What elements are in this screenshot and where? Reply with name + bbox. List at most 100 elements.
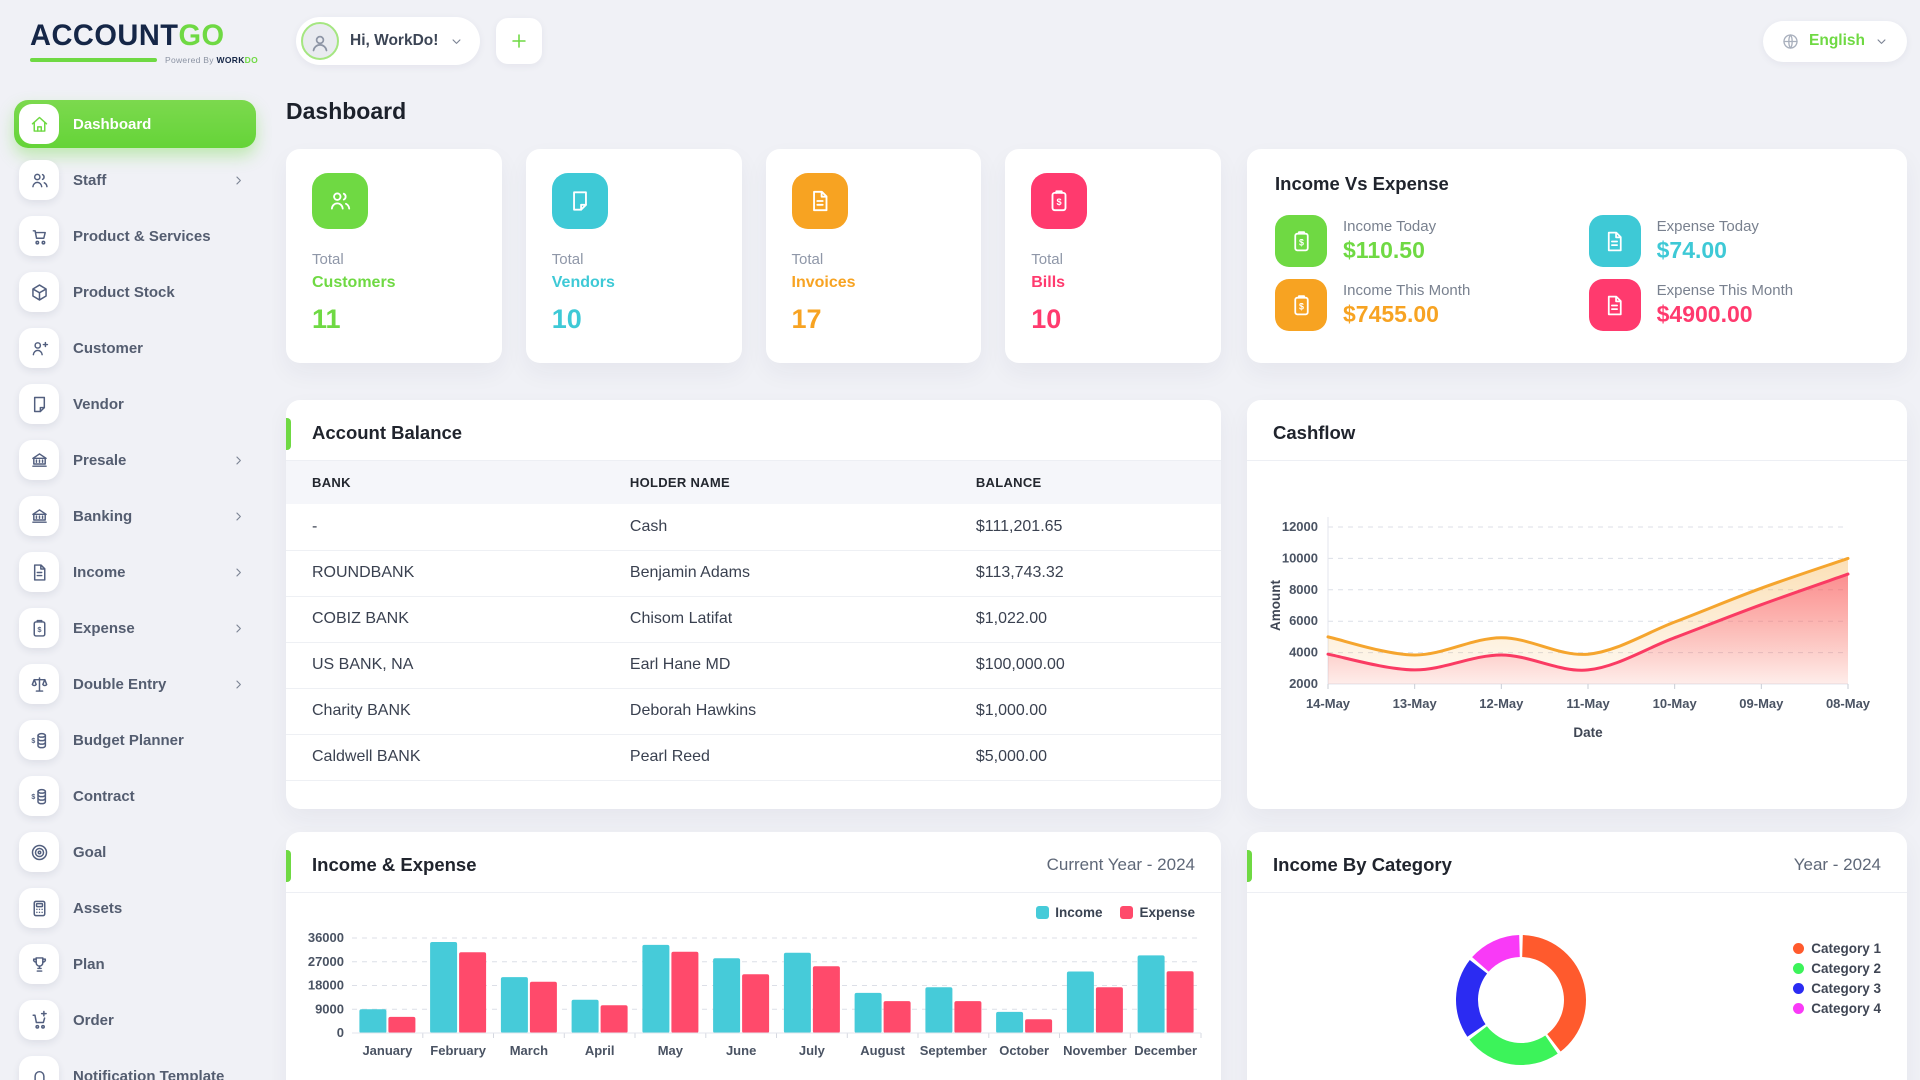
sidebar-item-plan[interactable]: Plan	[14, 940, 256, 988]
stat-card-prefix: Total	[312, 251, 344, 268]
income-by-category-plot	[1456, 935, 1586, 1066]
svg-text:0: 0	[337, 1025, 344, 1040]
chevron-right-icon	[231, 565, 246, 580]
bar-legend: Income Expense	[286, 893, 1221, 920]
page-title: Dashboard	[286, 98, 407, 124]
ive-item-value: $4900.00	[1656, 301, 1753, 327]
svg-text:July: July	[799, 1043, 826, 1058]
trophy-icon	[19, 944, 59, 984]
add-button[interactable]	[496, 18, 543, 64]
stat-card-value: 17	[791, 304, 822, 334]
sidebar-item-customer[interactable]: Customer	[14, 324, 256, 372]
sidebar-item-dashboard[interactable]: Dashboard	[14, 100, 256, 148]
sidebar-item-income[interactable]: Income	[14, 548, 256, 596]
sidebar-item-vendor[interactable]: Vendor	[14, 380, 256, 428]
account-balance-table: BANK HOLDER NAME BALANCE - Cash $111,201.65 R…	[286, 461, 1221, 781]
table-column-header: BALANCE	[949, 461, 1221, 504]
clipboard-dollar-icon: $	[1275, 215, 1327, 267]
stat-card-vendors[interactable]: Total Vendors 10	[525, 149, 742, 363]
ive-item-value: $7455.00	[1343, 301, 1439, 327]
stat-card-invoices[interactable]: Total Invoices 17	[765, 149, 982, 363]
legend-swatch	[1036, 906, 1050, 919]
svg-text:2000: 2000	[1289, 676, 1318, 691]
sidebar-item-presale[interactable]: Presale	[14, 436, 256, 484]
sidebar-item-product-stock[interactable]: Product Stock	[14, 268, 256, 316]
main-content: Dashboard Total Customers 11 Total Vendors 10…	[272, 76, 1920, 1080]
svg-text:12-May: 12-May	[1479, 696, 1524, 711]
sidebar-item-staff[interactable]: Staff	[14, 156, 256, 204]
chevron-down-icon	[449, 34, 464, 49]
sidebar-item-notification-template[interactable]: Notification Template	[14, 1052, 256, 1080]
cart-plus-icon	[19, 1000, 59, 1040]
legend-label: Category 2	[1811, 961, 1881, 976]
svg-text:$: $	[31, 738, 35, 745]
legend-item-category-1[interactable]: Category 1	[1793, 941, 1881, 956]
svg-text:September: September	[920, 1043, 987, 1058]
legend-item-category-4[interactable]: Category 4	[1793, 1001, 1881, 1016]
scale-icon	[19, 664, 59, 704]
cart-icon	[19, 216, 59, 256]
stat-card-bills[interactable]: $ Total Bills 10	[1005, 149, 1221, 363]
sidebar-item-goal[interactable]: Goal	[14, 828, 256, 876]
table-row: Caldwell BANK Pearl Reed $5,000.00	[286, 734, 1221, 781]
language-selector[interactable]: English	[1763, 20, 1907, 62]
sidebar-item-label: Customer	[73, 339, 144, 357]
stat-card-label: Bills	[1031, 274, 1066, 291]
stat-card-customers[interactable]: Total Customers 11	[286, 149, 502, 363]
legend-item-expense[interactable]: Expense	[1120, 905, 1195, 920]
table-row: ROUNDBANK Benjamin Adams $113,743.32	[286, 550, 1221, 597]
income-by-category-title: Income By Category	[1273, 854, 1452, 875]
sidebar-item-product-services[interactable]: Product & Services	[14, 212, 256, 260]
svg-text:March: March	[510, 1043, 548, 1058]
user-greeting: Hi, WorkDo!	[350, 32, 439, 49]
sidebar-item-assets[interactable]: Assets	[14, 884, 256, 932]
table-column-header: HOLDER NAME	[603, 461, 950, 504]
sidebar-item-label: Product Stock	[73, 283, 175, 301]
account-balance-card: Account Balance BANK HOLDER NAME BALANCE -…	[286, 400, 1221, 809]
users-icon	[19, 160, 59, 200]
legend-swatch	[1793, 1003, 1805, 1014]
ive-item-income-this-month: $ Income This Month $7455.00	[1275, 279, 1589, 331]
table-row: US BANK, NA Earl Hane MD $100,000.00	[286, 642, 1221, 689]
svg-text:Amount: Amount	[1268, 580, 1283, 631]
svg-text:6000: 6000	[1289, 613, 1318, 628]
brand-underline	[30, 58, 157, 62]
svg-text:$: $	[31, 794, 35, 801]
stat-card-label: Customers	[312, 274, 396, 291]
table-header-row: BANK HOLDER NAME BALANCE	[286, 461, 1221, 504]
cashflow-title: Cashflow	[1273, 422, 1356, 443]
chevron-right-icon	[231, 173, 246, 188]
sidebar-item-label: Dashboard	[73, 115, 152, 133]
svg-text:10000: 10000	[1282, 550, 1318, 565]
legend-swatch	[1793, 943, 1805, 954]
svg-text:April: April	[585, 1043, 615, 1058]
income-expense-card: Income & Expense Current Year - 2024 Inc…	[286, 832, 1221, 1080]
chevron-right-icon	[231, 453, 246, 468]
legend-swatch	[1120, 906, 1134, 919]
table-row: - Cash $111,201.65	[286, 504, 1221, 551]
brand-logo[interactable]: ACCOUNTGO Powered By WORKDO	[0, 16, 272, 78]
target-icon	[19, 832, 59, 872]
svg-text:November: November	[1063, 1043, 1127, 1058]
income-expense-plot: 0 9000 18000 27000 36000 January February March…	[308, 930, 1202, 1058]
note-icon	[19, 384, 59, 424]
legend-item-category-3[interactable]: Category 3	[1793, 981, 1881, 996]
user-menu[interactable]: Hi, WorkDo!	[296, 17, 481, 65]
powered-by-label: Powered By WORKDO	[165, 55, 258, 65]
legend-item-income[interactable]: Income	[1036, 905, 1102, 920]
sidebar-item-label: Order	[73, 1011, 114, 1029]
sidebar-item-double-entry[interactable]: Double Entry	[14, 660, 256, 708]
chevron-down-icon	[1874, 34, 1889, 49]
sidebar-item-budget-planner[interactable]: $ Budget Planner	[14, 716, 256, 764]
ive-item-expense-today: Expense Today $74.00	[1588, 215, 1879, 267]
sidebar-item-order[interactable]: Order	[14, 996, 256, 1044]
sidebar-item-contract[interactable]: $ Contract	[14, 772, 256, 820]
legend-label: Category 4	[1811, 1001, 1881, 1016]
donut-legend: Category 1 Category 2 Category 3 Category 4	[1793, 941, 1881, 1016]
legend-item-category-2[interactable]: Category 2	[1793, 961, 1881, 976]
sidebar-item-expense[interactable]: $ Expense	[14, 604, 256, 652]
svg-text:$: $	[1299, 301, 1304, 311]
chevron-right-icon	[231, 677, 246, 692]
sidebar-item-banking[interactable]: Banking	[14, 492, 256, 540]
